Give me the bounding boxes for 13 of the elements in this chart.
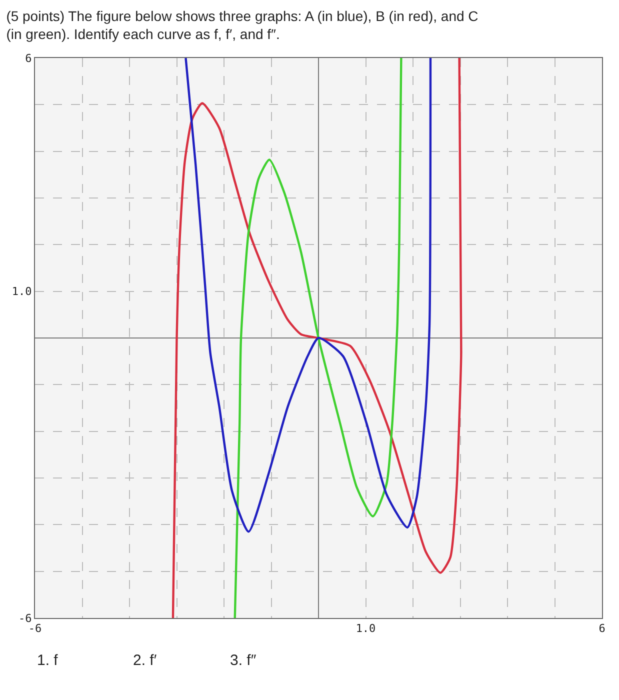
line-series <box>172 58 462 618</box>
text: 1. f <box>37 652 59 669</box>
x-tick-label: 6 <box>598 622 606 636</box>
line-series <box>184 58 432 533</box>
y-tick-label: 6 <box>25 52 32 65</box>
chart-title: (5 points) The figure below shows three graphs: A (in blue), B (in red), and C (in green). Identify each curve as f, f′, and f″. <box>6 8 478 42</box>
text: 3. f″ <box>230 652 257 669</box>
y-tick-label: -6 <box>18 612 32 625</box>
x-tick-label: -6 <box>28 622 42 636</box>
x-tick-label: 1.0 <box>356 622 376 636</box>
y-tick-label: 1.0 <box>12 285 32 298</box>
text: 2. f′ <box>133 652 157 669</box>
line-series <box>234 58 402 618</box>
